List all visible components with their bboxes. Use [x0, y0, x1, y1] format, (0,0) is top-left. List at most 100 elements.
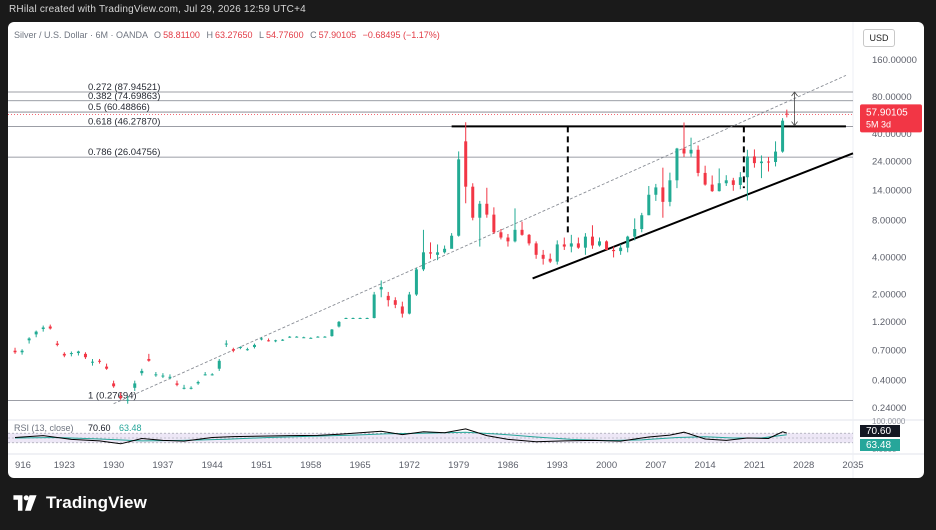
candle-body — [513, 229, 517, 242]
rsi-value-label: 70.60 — [88, 423, 111, 433]
rsi-value-badge — [860, 425, 900, 437]
candle-body — [351, 317, 355, 319]
candle-body — [231, 349, 235, 351]
rsi-value-badge-text: 70.60 — [866, 426, 891, 437]
candle-body — [759, 161, 763, 164]
candle-body — [689, 149, 693, 154]
candle-body — [358, 317, 362, 319]
y-tick-label: 160.00000 — [872, 55, 917, 66]
candle-body — [640, 215, 644, 230]
low-label: L — [259, 30, 265, 40]
candle-body — [590, 236, 594, 246]
candle-body — [161, 375, 165, 377]
y-tick-label: 0.40000 — [872, 376, 906, 387]
x-tick-label: 1965 — [350, 460, 371, 471]
candle-body — [316, 336, 320, 338]
candle-body — [605, 241, 609, 250]
candle-body — [302, 337, 306, 339]
fib-level-label: 0.5 (60.48866) — [88, 102, 150, 113]
candle-body — [436, 252, 440, 255]
x-tick-label: 1958 — [300, 460, 321, 471]
x-tick-label: 2021 — [744, 460, 765, 471]
y-tick-label: 8.00000 — [872, 215, 906, 226]
low-value: 54.77600 — [266, 30, 304, 40]
candle-body — [774, 151, 778, 162]
chart-panel[interactable]: 0.272 (87.94521) 0.382 (74.69863) 0.5 (60.… — [8, 22, 924, 478]
x-tick-label: 1986 — [497, 460, 518, 471]
candle-body — [105, 366, 109, 369]
candle-body — [478, 203, 482, 218]
candle-body — [154, 374, 158, 376]
symbol-name: Silver / U.S. Dollar · 6M · OANDA — [14, 30, 148, 40]
target-arrow-down-head — [791, 121, 798, 127]
target-arrow-up-head — [791, 91, 798, 97]
candle-body — [344, 317, 348, 319]
candle-body — [140, 370, 144, 374]
candle-body — [189, 387, 193, 389]
candle-body — [548, 258, 552, 262]
candle-body — [238, 347, 242, 349]
currency-button[interactable]: USD — [863, 29, 895, 47]
y-tick-label: 2.00000 — [872, 290, 906, 301]
candle-body — [576, 243, 580, 248]
candle-body — [767, 161, 770, 163]
candle-body — [147, 358, 151, 361]
candle-body — [112, 383, 116, 387]
candle-body — [520, 229, 524, 235]
candle-body — [203, 374, 207, 376]
candle-body — [541, 254, 545, 259]
x-tick-label: 2028 — [793, 460, 814, 471]
price-badge-value: 57.90105 — [866, 107, 908, 118]
x-tick-label: 916 — [15, 460, 31, 471]
candle-body — [175, 383, 179, 385]
candle-body — [534, 243, 538, 255]
candle-body — [260, 338, 263, 340]
candle-body — [330, 329, 334, 337]
candle-body — [443, 248, 447, 253]
candle-body — [696, 149, 700, 173]
candle-body — [407, 294, 411, 314]
candle-body — [20, 350, 24, 353]
candle-body — [34, 331, 38, 335]
price-chart[interactable]: 0.272 (87.94521)0.382 (74.69863)0.5 (60.… — [8, 22, 924, 478]
y-tick-label: 1.20000 — [872, 317, 906, 328]
fib-level-label: 0.382 (74.69863) — [88, 91, 160, 102]
candle-body — [393, 300, 397, 305]
rsi-label: RSI (13, close) — [14, 423, 74, 433]
candle-body — [569, 243, 573, 247]
open-value: 58.81100 — [163, 30, 200, 40]
candle-body — [785, 113, 789, 115]
candle-body — [710, 184, 714, 192]
candle-body — [182, 387, 186, 389]
candle-body — [492, 214, 496, 233]
rsi-line — [14, 428, 787, 445]
candle-body — [724, 180, 728, 184]
candle-body — [295, 336, 299, 338]
x-tick-label: 1979 — [448, 460, 469, 471]
x-tick-label: 1951 — [251, 460, 272, 471]
candle-body — [506, 237, 510, 242]
candle-body — [527, 234, 531, 244]
close-value: 57.90105 — [318, 30, 357, 40]
x-tick-label: 1930 — [103, 460, 124, 471]
candle-body — [48, 326, 52, 329]
rsi-ma-badge — [860, 439, 900, 451]
y-tick-label: 0.24000 — [872, 403, 906, 414]
candle-body — [752, 156, 756, 164]
tradingview-logo-icon — [13, 495, 37, 511]
x-tick-label: 2007 — [645, 460, 666, 471]
candle-body — [252, 344, 256, 348]
candle-body — [738, 177, 742, 185]
candle-body — [555, 244, 559, 262]
fib-level-label: 0.618 (46.27870) — [88, 116, 160, 127]
candle-body — [471, 186, 475, 218]
y-tick-label: 24.00000 — [872, 157, 912, 168]
candle-body — [731, 180, 735, 185]
chart-caption: RHilal created with TradingView.com, Jul… — [9, 4, 306, 15]
countdown-label: 5M 3d — [866, 119, 891, 129]
candle-body — [450, 235, 454, 249]
y-tick-label: 40.00000 — [872, 129, 912, 140]
candle-body — [91, 361, 94, 363]
candle-body — [717, 183, 721, 192]
y-tick-label: 80.00000 — [872, 92, 912, 103]
